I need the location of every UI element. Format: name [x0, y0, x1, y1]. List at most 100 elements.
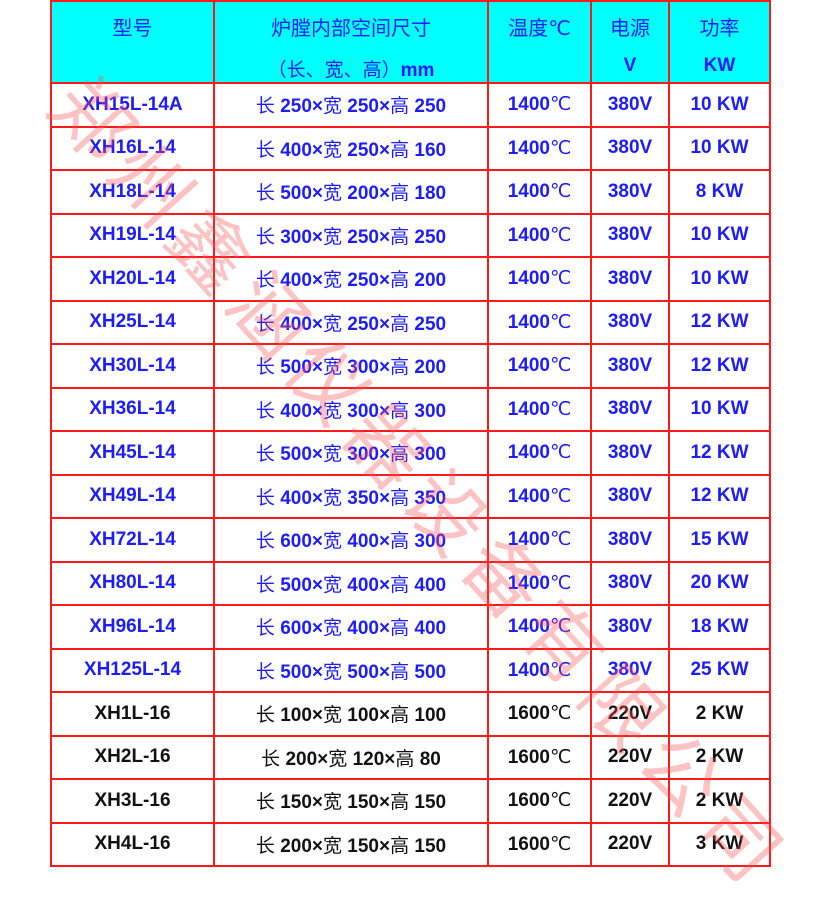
power-cell: 10 KW: [668, 212, 771, 258]
power-cell: 20 KW: [668, 560, 771, 606]
size-cell: 长 200×宽 120×高 80: [213, 734, 489, 780]
power-cell: 3 KW: [668, 821, 771, 867]
model-cell: XH25L-14: [50, 299, 215, 345]
model-cell: XH4L-16: [50, 821, 215, 867]
temp-cell: 1400℃: [487, 560, 592, 606]
table-row: XH16L-14 长 400×宽 250×高 160 1400℃ 380V 10 KW: [50, 125, 771, 171]
size-cell: 长 250×宽 250×高 250: [213, 82, 489, 128]
size-cell: 长 500×宽 400×高 400: [213, 560, 489, 606]
power-cell: 10 KW: [668, 256, 771, 302]
size-cell: 长 600×宽 400×高 400: [213, 604, 489, 650]
voltage-cell: 220V: [590, 821, 670, 867]
voltage-cell: 380V: [590, 82, 670, 128]
table-row: XH1L-16 长 100×宽 100×高 100 1600℃ 220V 2 KW: [50, 691, 771, 737]
table-row: XH36L-14 长 400×宽 300×高 300 1400℃ 380V 10 KW: [50, 386, 771, 432]
table-row: XH96L-14 长 600×宽 400×高 400 1400℃ 380V 18 KW: [50, 604, 771, 650]
power-cell: 12 KW: [668, 430, 771, 476]
model-cell: XH45L-14: [50, 430, 215, 476]
temp-cell: 1400℃: [487, 256, 592, 302]
voltage-cell: 380V: [590, 256, 670, 302]
power-cell: 10 KW: [668, 82, 771, 128]
table-row: XH49L-14 长 400×宽 350×高 350 1400℃ 380V 12 KW: [50, 473, 771, 519]
power-cell: 2 KW: [668, 691, 771, 737]
size-cell: 长 500×宽 200×高 180: [213, 169, 489, 215]
model-cell: XH3L-16: [50, 778, 215, 824]
voltage-cell: 380V: [590, 560, 670, 606]
temp-cell: 1400℃: [487, 604, 592, 650]
model-cell: XH2L-16: [50, 734, 215, 780]
size-cell: 长 400×宽 350×高 350: [213, 473, 489, 519]
voltage-cell: 380V: [590, 647, 670, 693]
size-cell: 长 400×宽 300×高 300: [213, 386, 489, 432]
voltage-cell: 380V: [590, 169, 670, 215]
voltage-cell: 220V: [590, 691, 670, 737]
model-cell: XH125L-14: [50, 647, 215, 693]
power-cell: 8 KW: [668, 169, 771, 215]
table-row: XH25L-14 长 400×宽 250×高 250 1400℃ 380V 12 KW: [50, 299, 771, 345]
temp-cell: 1600℃: [487, 778, 592, 824]
power-cell: 2 KW: [668, 778, 771, 824]
table-row: XH125L-14 长 500×宽 500×高 500 1400℃ 380V 25 KW: [50, 647, 771, 693]
table-row: XH18L-14 长 500×宽 200×高 180 1400℃ 380V 8 KW: [50, 169, 771, 215]
power-cell: 18 KW: [668, 604, 771, 650]
size-cell: 长 150×宽 150×高 150: [213, 778, 489, 824]
voltage-cell: 380V: [590, 343, 670, 389]
temp-cell: 1400℃: [487, 212, 592, 258]
header-model: 型号: [50, 0, 215, 84]
model-cell: XH36L-14: [50, 386, 215, 432]
size-cell: 长 300×宽 250×高 250: [213, 212, 489, 258]
temp-cell: 1400℃: [487, 386, 592, 432]
temp-cell: 1400℃: [487, 430, 592, 476]
header-power: 电源 V: [590, 0, 670, 84]
voltage-cell: 220V: [590, 734, 670, 780]
voltage-cell: 220V: [590, 778, 670, 824]
spec-table: 型号 炉膛内部空间尺寸 （长、宽、高）mm 温度℃ 电源 V 功率 KW XH15L-…: [50, 0, 771, 867]
temp-cell: 1600℃: [487, 821, 592, 867]
table-row: XH19L-14 长 300×宽 250×高 250 1400℃ 380V 10 KW: [50, 212, 771, 258]
table-row: XH2L-16 长 200×宽 120×高 80 1600℃ 220V 2 KW: [50, 734, 771, 780]
model-cell: XH49L-14: [50, 473, 215, 519]
power-cell: 10 KW: [668, 386, 771, 432]
power-cell: 10 KW: [668, 125, 771, 171]
temp-cell: 1400℃: [487, 169, 592, 215]
header-row: 型号 炉膛内部空间尺寸 （长、宽、高）mm 温度℃ 电源 V 功率 KW: [50, 0, 771, 84]
model-cell: XH80L-14: [50, 560, 215, 606]
temp-cell: 1400℃: [487, 299, 592, 345]
power-cell: 2 KW: [668, 734, 771, 780]
voltage-cell: 380V: [590, 212, 670, 258]
voltage-cell: 380V: [590, 386, 670, 432]
size-cell: 长 500×宽 500×高 500: [213, 647, 489, 693]
voltage-cell: 380V: [590, 473, 670, 519]
table-row: XH15L-14A 长 250×宽 250×高 250 1400℃ 380V 10 KW: [50, 82, 771, 128]
model-cell: XH16L-14: [50, 125, 215, 171]
temp-cell: 1400℃: [487, 647, 592, 693]
power-cell: 25 KW: [668, 647, 771, 693]
header-rating: 功率 KW: [668, 0, 771, 84]
model-cell: XH72L-14: [50, 517, 215, 563]
size-cell: 长 500×宽 300×高 300: [213, 430, 489, 476]
temp-cell: 1600℃: [487, 734, 592, 780]
table-row: XH30L-14 长 500×宽 300×高 200 1400℃ 380V 12 KW: [50, 343, 771, 389]
size-cell: 长 500×宽 300×高 200: [213, 343, 489, 389]
voltage-cell: 380V: [590, 517, 670, 563]
size-cell: 长 400×宽 250×高 250: [213, 299, 489, 345]
table-row: XH45L-14 长 500×宽 300×高 300 1400℃ 380V 12 KW: [50, 430, 771, 476]
model-cell: XH19L-14: [50, 212, 215, 258]
voltage-cell: 380V: [590, 430, 670, 476]
table-row: XH3L-16 长 150×宽 150×高 150 1600℃ 220V 2 KW: [50, 778, 771, 824]
header-size: 炉膛内部空间尺寸 （长、宽、高）mm: [213, 0, 489, 84]
temp-cell: 1600℃: [487, 691, 592, 737]
temp-cell: 1400℃: [487, 125, 592, 171]
power-cell: 15 KW: [668, 517, 771, 563]
temp-cell: 1400℃: [487, 473, 592, 519]
model-cell: XH30L-14: [50, 343, 215, 389]
model-cell: XH96L-14: [50, 604, 215, 650]
power-cell: 12 KW: [668, 473, 771, 519]
size-cell: 长 200×宽 150×高 150: [213, 821, 489, 867]
size-cell: 长 600×宽 400×高 300: [213, 517, 489, 563]
table-row: XH80L-14 长 500×宽 400×高 400 1400℃ 380V 20 KW: [50, 560, 771, 606]
size-cell: 长 400×宽 250×高 200: [213, 256, 489, 302]
model-cell: XH18L-14: [50, 169, 215, 215]
temp-cell: 1400℃: [487, 343, 592, 389]
voltage-cell: 380V: [590, 299, 670, 345]
